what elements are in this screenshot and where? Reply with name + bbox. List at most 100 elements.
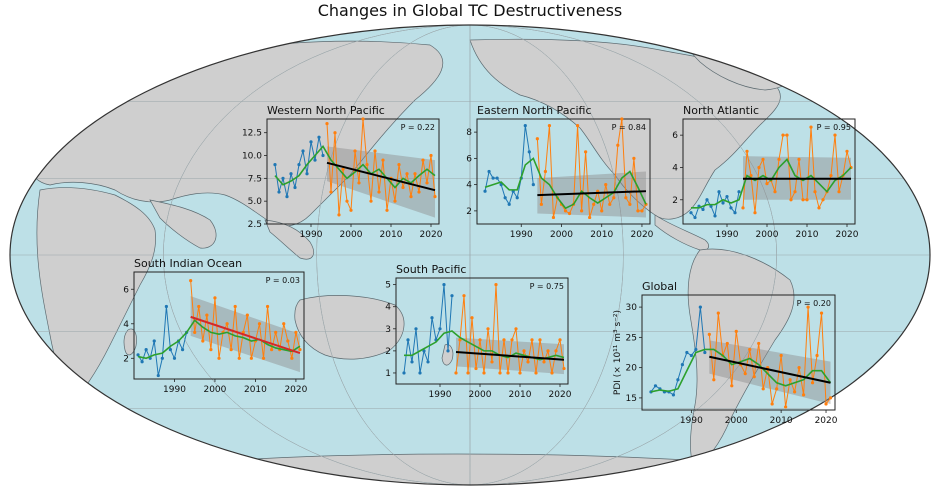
late-series-point <box>805 198 809 202</box>
x-tick-label: 1990 <box>716 230 739 240</box>
late-series-point <box>761 387 765 391</box>
early-series-point <box>653 384 658 388</box>
late-series-point <box>522 349 526 353</box>
late-series-point <box>225 322 229 326</box>
early-series-point <box>317 135 321 139</box>
late-series-point <box>478 338 482 342</box>
late-series-point <box>741 206 745 210</box>
late-series-point <box>353 149 357 153</box>
early-series-point <box>713 214 717 218</box>
early-series-point <box>430 316 434 320</box>
late-series-point <box>373 149 377 153</box>
early-series-point <box>293 185 297 190</box>
late-series-point <box>209 348 213 352</box>
figure-title: Changes in Global TC Destructiveness <box>318 1 623 20</box>
late-series-point <box>409 195 413 199</box>
early-series-point <box>438 327 442 331</box>
late-series-point <box>401 185 405 190</box>
plot-frame <box>476 118 651 225</box>
late-series-point <box>592 202 596 206</box>
y-tick-label: 25 <box>626 333 637 343</box>
p-value-label: P = 0.84 <box>612 123 646 132</box>
late-series-point <box>470 316 474 320</box>
early-series-point <box>156 373 160 378</box>
late-series-point <box>393 199 397 203</box>
late-series-point <box>819 311 824 315</box>
y-tick-label: 4 <box>466 181 472 191</box>
land-arabia-india <box>149 199 217 249</box>
late-series-point <box>526 360 530 364</box>
x-tick-label: 1990 <box>300 230 323 240</box>
smoothed-line <box>404 330 565 361</box>
early-series-point <box>709 204 713 208</box>
early-series-point <box>289 172 293 176</box>
late-series-point <box>550 371 554 375</box>
early-series-point <box>281 176 285 180</box>
late-series-line <box>708 307 831 408</box>
x-tick-label: 2020 <box>549 390 572 400</box>
late-series-point <box>538 338 542 342</box>
late-series-point <box>817 206 821 210</box>
early-series-point <box>297 163 301 167</box>
early-series-point <box>164 304 168 309</box>
late-series-point <box>745 149 749 153</box>
y-tick-label: 3 <box>385 325 391 335</box>
late-series-point <box>249 356 253 360</box>
late-series-point <box>824 402 828 406</box>
y-tick-label: 6 <box>123 285 129 295</box>
late-series-point <box>197 304 201 309</box>
x-tick-label: 2010 <box>380 230 403 240</box>
chart-3: South Indian Ocean P = 0.03 2 4 6 1990 2000 201… <box>123 257 307 395</box>
late-series-point <box>707 332 711 336</box>
early-series-point <box>721 201 725 205</box>
late-series-point <box>377 190 381 194</box>
early-series-point <box>144 348 148 352</box>
regional-charts: Western North Pacific P = 0.22 2.5 5.0 7.5 10… <box>123 104 858 426</box>
p-value-label: P = 0.95 <box>817 123 851 132</box>
late-series-point <box>458 338 462 342</box>
late-series-point <box>405 172 409 176</box>
chart-2: North Atlantic P = 0.95 2 4 6 1990 2000 2010 202… <box>672 104 858 240</box>
late-series-point <box>546 349 550 353</box>
x-tick-label: 2010 <box>244 385 267 395</box>
late-series-point <box>361 117 365 121</box>
late-series-point <box>282 322 286 326</box>
early-series-point <box>733 211 737 215</box>
early-series-point <box>172 356 177 360</box>
x-tick-label: 2000 <box>340 230 363 240</box>
late-series-point <box>506 371 510 375</box>
early-series-point <box>277 190 281 194</box>
late-series-point <box>530 338 534 342</box>
late-series-point <box>298 348 302 352</box>
y-axis-label: PDI (× 10¹¹ m³ s⁻²) <box>613 310 623 395</box>
y-tick-label: 4 <box>123 320 129 330</box>
late-series-point <box>793 390 797 394</box>
late-series-point <box>770 402 774 406</box>
late-series-point <box>417 190 421 194</box>
late-series-point <box>773 190 777 194</box>
early-series-point <box>313 158 317 162</box>
early-series-point <box>527 150 531 154</box>
x-tick-label: 2010 <box>770 416 793 426</box>
x-tick-label: 2000 <box>550 230 573 240</box>
early-series-point <box>515 196 519 200</box>
late-series-point <box>421 158 425 162</box>
late-series-point <box>608 202 612 206</box>
late-series-point <box>784 405 788 409</box>
y-tick-label: 5.0 <box>248 197 263 207</box>
y-tick-label: 6 <box>672 131 678 141</box>
chart-0: Western North Pacific P = 0.22 2.5 5.0 7.5 10… <box>242 104 443 240</box>
early-series-point <box>309 140 313 144</box>
y-tick-label: 12.5 <box>242 129 262 139</box>
early-series-point <box>725 194 729 199</box>
late-series-point <box>640 209 644 213</box>
trend-line <box>455 350 565 361</box>
early-series-point <box>680 363 684 367</box>
early-series-point <box>450 294 454 298</box>
late-series-point <box>636 209 640 213</box>
x-tick-label: 1990 <box>429 390 452 400</box>
globe-outline <box>9 24 931 486</box>
late-series-point <box>753 211 757 215</box>
early-series-point <box>446 349 450 353</box>
early-series-point <box>180 348 185 352</box>
